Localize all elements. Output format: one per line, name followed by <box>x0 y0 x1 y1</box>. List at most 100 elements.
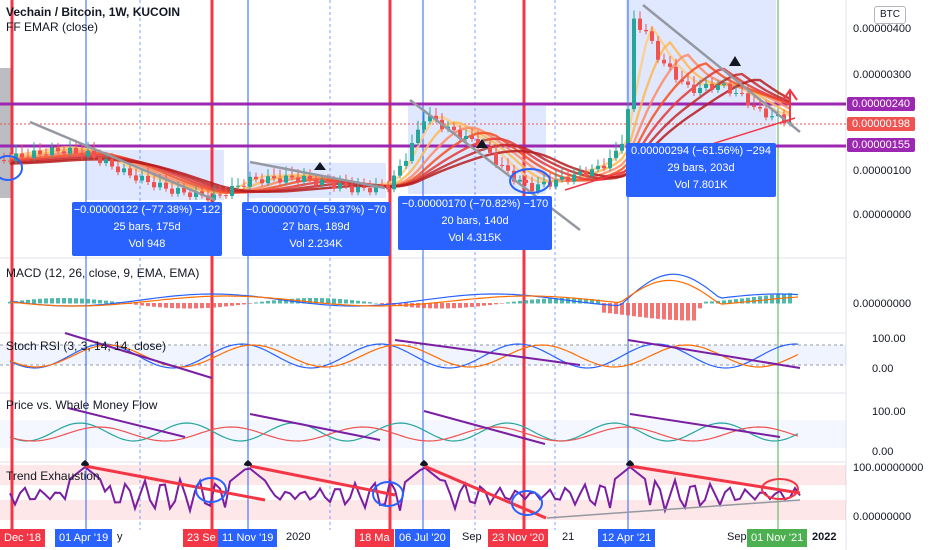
candle-body <box>656 40 660 60</box>
macd-bar <box>146 303 150 307</box>
candle-body <box>338 183 342 189</box>
macd-bar <box>698 303 702 309</box>
macd-bar <box>32 299 36 304</box>
trend-divergence-lines <box>84 464 801 520</box>
candle-body <box>362 186 366 189</box>
trend-gray-line <box>546 499 801 519</box>
candle-body <box>752 105 756 107</box>
date-tag: 18 Ma <box>355 529 394 547</box>
macd-line <box>9 273 799 307</box>
trend-title[interactable]: Trend Exhaustion <box>6 469 100 483</box>
macd-bar <box>194 303 198 309</box>
price-candles <box>2 10 792 204</box>
candle-body <box>320 179 324 186</box>
candle-body <box>356 186 360 193</box>
y-tick: 0.00000100 <box>853 165 912 177</box>
candle-body <box>224 195 228 197</box>
macd-bar <box>608 303 612 314</box>
trendline-4 <box>642 4 801 133</box>
macd-bar <box>614 303 618 314</box>
macd-bar <box>230 303 234 306</box>
macd-bar <box>242 303 246 305</box>
chart-header: Vechain / Bitcoin, 1W, KUCOIN FF EMAR (c… <box>6 5 180 35</box>
macd-bar <box>488 303 492 306</box>
measure-change: −0.00000070 (−59.37%) −70 <box>245 204 387 216</box>
macd-bar <box>542 298 546 304</box>
candle-body <box>56 147 60 152</box>
date-tag: 01 Apr '19 <box>55 529 113 547</box>
whale-title[interactable]: Price vs. Whale Money Flow <box>6 398 158 412</box>
candle-body <box>98 157 102 164</box>
candle-body <box>194 191 198 198</box>
macd-bar <box>506 302 510 304</box>
macd-bar <box>638 303 642 317</box>
candle-body <box>500 164 504 166</box>
macd-bar <box>656 303 660 319</box>
macd-bar <box>206 303 210 308</box>
macd-bar <box>254 302 258 304</box>
measure-box-4[interactable]: 0.00000294 (−61.56%) −294 29 bars, 203d … <box>626 143 776 197</box>
candle-body <box>764 108 768 118</box>
macd-bar <box>140 303 144 306</box>
candle-body <box>554 179 558 187</box>
candle-body <box>674 66 678 80</box>
macd-title[interactable]: MACD (12, 26, close, 9, EMA, EMA) <box>6 266 200 280</box>
macd-bar <box>170 303 174 309</box>
macd-bar <box>734 299 738 304</box>
macd-bar <box>308 298 312 304</box>
macd-bar <box>152 303 156 307</box>
trend-exhaustion-line <box>9 465 801 515</box>
last-price-tag: 0.00000198 <box>847 117 915 131</box>
macd-bar <box>602 303 606 313</box>
macd-bar <box>680 303 684 321</box>
stoch-rsi-title[interactable]: Stoch RSI (3, 3, 14, 14, close) <box>6 339 167 353</box>
candle-body <box>692 84 696 93</box>
candle-body <box>332 182 336 189</box>
candle-body <box>38 150 42 155</box>
candle-body <box>704 84 708 88</box>
macd-bar <box>482 303 486 306</box>
macd-bar <box>398 303 402 307</box>
currency-badge[interactable]: BTC <box>874 6 906 24</box>
measure-box-3[interactable]: −0.00000170 (−70.82%) −170 20 bars, 140d… <box>398 196 552 250</box>
date-tag: 23 Se <box>183 529 220 547</box>
measure-bars: 20 bars, 140d <box>441 215 509 227</box>
macd-bar <box>590 299 594 304</box>
y-tick: 100.00000000 <box>853 462 924 474</box>
candle-body <box>728 83 732 94</box>
candle-body <box>392 175 396 190</box>
candle-body <box>668 63 672 67</box>
measure-box-2[interactable]: −0.00000070 (−59.37%) −70 27 bars, 189d … <box>242 202 390 256</box>
candle-body <box>518 179 522 182</box>
macd-bar <box>626 303 630 316</box>
macd-bar <box>74 298 78 304</box>
candle-body <box>716 85 720 90</box>
y-tick: 0.00 <box>872 363 894 375</box>
candle-body <box>650 31 654 41</box>
macd-bar <box>92 299 96 304</box>
candle-body <box>302 175 306 182</box>
candle-body <box>266 176 270 184</box>
candle-body <box>620 143 624 151</box>
x-label: Sep <box>462 531 482 543</box>
candle-body <box>428 115 432 122</box>
macd-bar <box>284 299 288 304</box>
candle-body <box>74 147 78 154</box>
candle-body <box>464 135 468 139</box>
candle-body <box>590 169 594 177</box>
macd-bar <box>266 300 270 304</box>
y-tick: 100.00 <box>872 406 906 418</box>
breakout-arrow <box>782 88 798 122</box>
candle-body <box>506 165 510 171</box>
macd-bar <box>722 300 726 304</box>
candle-body <box>524 179 528 184</box>
candle-body <box>44 154 48 156</box>
macd-bar <box>692 303 696 321</box>
macd-bar <box>644 303 648 318</box>
candle-body <box>104 159 108 164</box>
measure-box-1[interactable]: −0.00000122 (−77.38%) −122 25 bars, 175d… <box>72 202 222 256</box>
macd-bar <box>452 303 456 309</box>
x-label: 2022 <box>812 531 837 543</box>
candle-body <box>152 182 156 188</box>
candle-body <box>20 153 24 158</box>
